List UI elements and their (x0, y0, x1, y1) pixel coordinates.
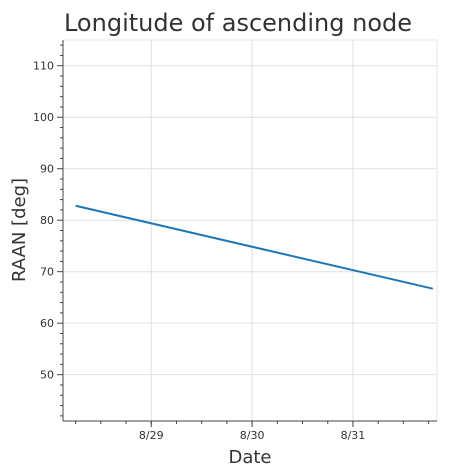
y-tick-label: 100 (33, 111, 54, 124)
x-ticks: 8/29 8/30 8/31 (75, 421, 430, 442)
x-tick-label: 8/29 (139, 429, 164, 442)
y-tick-label: 70 (40, 266, 54, 279)
y-tick-label: 90 (40, 163, 54, 176)
chart-title: Longitude of ascending node (64, 9, 412, 37)
y-tick-label: 80 (40, 214, 54, 227)
series-group (75, 204, 434, 290)
y-tick-label: 60 (40, 317, 54, 330)
x-axis-label: Date (228, 447, 271, 468)
grid (63, 40, 437, 421)
series-line (75, 204, 434, 290)
y-ticks: 50 60 70 80 90 100 110 (33, 44, 63, 417)
y-tick-label: 110 (33, 60, 54, 73)
x-tick-label: 8/30 (240, 429, 265, 442)
y-tick-label: 50 (40, 369, 54, 382)
plot-frame (62, 39, 438, 422)
y-axis-label: RAAN [deg] (9, 178, 30, 282)
x-tick-label: 8/31 (341, 429, 366, 442)
